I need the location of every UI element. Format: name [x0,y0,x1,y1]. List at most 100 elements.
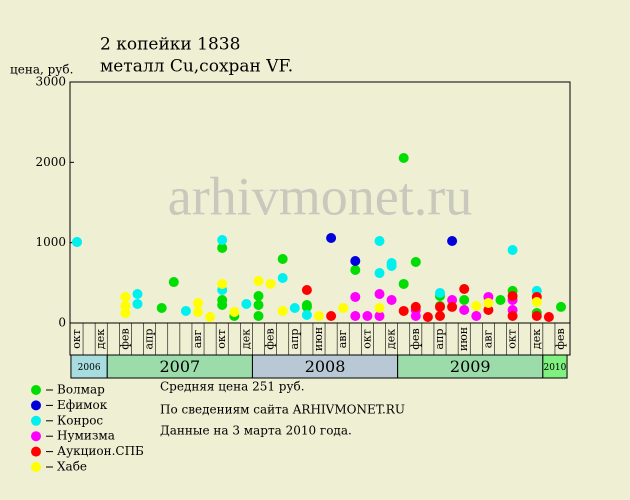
legend-marker [31,446,41,457]
point [120,291,131,302]
chart-subtitle: металл Cu,сохран VF. [100,57,293,77]
point [495,295,506,306]
legend-marker [31,431,41,442]
legend-label: Волмар [57,383,105,397]
x-tick-label: авг [336,330,349,349]
y-tick-label: 1000 [35,235,66,249]
year-label: 2007 [159,357,200,376]
x-tick-label: апр [288,329,301,350]
point [72,237,82,248]
point [543,311,554,322]
y-axis-label: цена, руб. [10,63,73,77]
x-tick-label: дек [94,329,107,349]
point [253,311,264,322]
x-tick-label: окт [215,329,228,349]
watermark: arhivmonet.ru [168,166,472,226]
point [556,301,566,312]
x-tick-label: фев [409,328,422,349]
point [374,268,385,279]
x-tick-label: дек [530,329,543,349]
year-label: 2006 [78,363,101,373]
point [120,307,131,318]
point [471,300,482,311]
x-tick-label: фев [264,328,277,349]
x-tick-label: апр [433,329,446,350]
y-tick-label: 2000 [35,155,66,169]
point [253,300,264,311]
point [362,311,373,322]
point [410,301,421,312]
point [132,298,143,309]
point [531,297,542,308]
point [435,311,445,322]
point [447,235,458,246]
x-tick-label: авг [191,330,204,349]
x-tick-label: окт [360,329,373,349]
point [483,304,494,315]
point [326,311,337,322]
note: Данные на 3 марта 2010 года. [160,424,352,438]
x-tick-label: окт [506,329,519,349]
point [386,295,397,306]
point [301,300,312,311]
point [120,300,131,311]
point [447,295,458,306]
point [398,152,409,163]
point [217,235,228,246]
point [289,302,300,313]
point [435,287,445,298]
point [422,311,433,322]
x-tick-label: фев [118,328,131,349]
point [374,311,385,322]
point [386,260,397,271]
point [253,275,264,286]
point [410,256,421,267]
point [338,302,349,313]
legend-marker [31,400,41,411]
point [350,255,361,266]
point [193,306,203,317]
point [277,305,288,316]
point [374,288,385,299]
point [277,273,288,284]
chart-title: 2 копейки 1838 [100,35,240,55]
point [398,278,409,289]
point [168,277,179,288]
note: Средняя цена 251 руб. [160,380,305,394]
point [217,300,228,311]
x-tick-label: июн [457,327,470,351]
year-label: 2009 [450,357,491,376]
point [507,244,518,255]
point [374,302,385,313]
point [447,301,458,312]
legend-marker [31,415,41,426]
x-tick-label: фев [554,328,567,349]
point [217,242,228,253]
legend-label: Конрос [57,413,103,427]
point [350,291,361,302]
point [531,311,542,322]
point [253,291,264,302]
year-label: 2010 [543,363,566,373]
legend-label: Аукцион.СПБ [57,444,144,458]
point [374,235,385,246]
legend-label: Ефимок [57,398,108,412]
point [435,301,445,312]
point [483,297,494,308]
point [132,288,143,299]
y-tick-label: 0 [58,316,66,330]
point [314,311,324,322]
point [156,302,167,313]
y-tick-label: 3000 [35,75,66,89]
legend-label: Хабе [57,460,87,474]
point [471,311,482,322]
month-row [69,322,571,356]
point [398,305,409,316]
point [193,297,203,308]
note: По сведениям сайта ARHIVMONET.RU [160,403,405,417]
point [180,305,191,316]
point [277,253,288,264]
legend-marker [31,385,41,395]
point [459,284,470,295]
